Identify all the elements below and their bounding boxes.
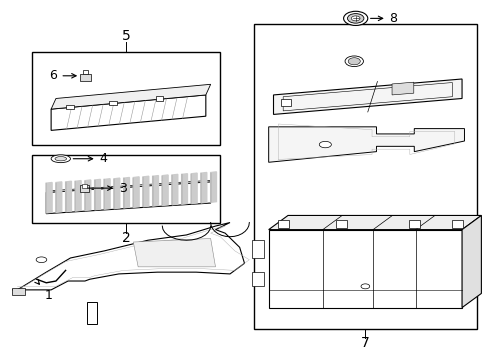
Bar bbox=[251, 272, 264, 286]
Text: 8: 8 bbox=[370, 12, 397, 25]
Polygon shape bbox=[87, 302, 97, 324]
Ellipse shape bbox=[350, 16, 359, 21]
Text: 6: 6 bbox=[49, 69, 76, 82]
Polygon shape bbox=[133, 177, 139, 207]
Bar bbox=[80, 185, 89, 192]
Polygon shape bbox=[46, 183, 52, 213]
Ellipse shape bbox=[347, 14, 363, 23]
Ellipse shape bbox=[347, 58, 360, 65]
Polygon shape bbox=[210, 172, 216, 202]
Bar bbox=[155, 96, 163, 100]
Polygon shape bbox=[172, 174, 178, 205]
Bar bbox=[268, 230, 461, 307]
Bar bbox=[280, 99, 291, 105]
Polygon shape bbox=[133, 238, 215, 267]
Text: 1: 1 bbox=[35, 279, 53, 302]
Polygon shape bbox=[85, 180, 91, 211]
Polygon shape bbox=[391, 82, 413, 95]
Polygon shape bbox=[123, 177, 129, 208]
Ellipse shape bbox=[343, 11, 367, 26]
Polygon shape bbox=[273, 79, 461, 114]
Bar bbox=[109, 100, 117, 105]
Polygon shape bbox=[51, 95, 205, 130]
Polygon shape bbox=[75, 181, 81, 211]
Bar bbox=[83, 70, 88, 75]
Ellipse shape bbox=[319, 141, 331, 148]
Polygon shape bbox=[191, 173, 197, 204]
Ellipse shape bbox=[51, 155, 70, 163]
Polygon shape bbox=[142, 176, 148, 207]
Polygon shape bbox=[46, 182, 210, 214]
Ellipse shape bbox=[36, 257, 47, 262]
Polygon shape bbox=[268, 215, 480, 230]
Polygon shape bbox=[461, 215, 480, 307]
Bar bbox=[12, 288, 24, 295]
Ellipse shape bbox=[55, 157, 66, 161]
Text: 3: 3 bbox=[87, 182, 126, 195]
Text: 5: 5 bbox=[122, 30, 130, 44]
Polygon shape bbox=[268, 127, 464, 162]
Bar bbox=[336, 220, 346, 228]
Polygon shape bbox=[152, 176, 158, 206]
Bar bbox=[408, 220, 419, 228]
Bar bbox=[82, 184, 87, 188]
Polygon shape bbox=[56, 182, 61, 212]
Polygon shape bbox=[114, 178, 120, 208]
Polygon shape bbox=[65, 181, 71, 212]
Bar bbox=[254, 24, 476, 329]
Text: 4: 4 bbox=[73, 152, 107, 165]
Bar bbox=[278, 220, 288, 228]
Polygon shape bbox=[95, 179, 100, 210]
Bar bbox=[80, 75, 91, 81]
Polygon shape bbox=[51, 84, 210, 109]
Polygon shape bbox=[201, 172, 206, 203]
Bar bbox=[66, 104, 73, 109]
Bar bbox=[451, 220, 462, 228]
Bar bbox=[32, 155, 220, 222]
Polygon shape bbox=[181, 174, 187, 204]
Polygon shape bbox=[46, 180, 215, 192]
Polygon shape bbox=[162, 175, 168, 206]
Polygon shape bbox=[104, 179, 110, 209]
Polygon shape bbox=[12, 222, 244, 290]
Text: 2: 2 bbox=[122, 231, 130, 246]
Ellipse shape bbox=[360, 284, 369, 289]
Bar bbox=[251, 240, 264, 258]
Bar bbox=[32, 53, 220, 145]
Text: 7: 7 bbox=[360, 336, 369, 350]
Ellipse shape bbox=[345, 56, 363, 67]
